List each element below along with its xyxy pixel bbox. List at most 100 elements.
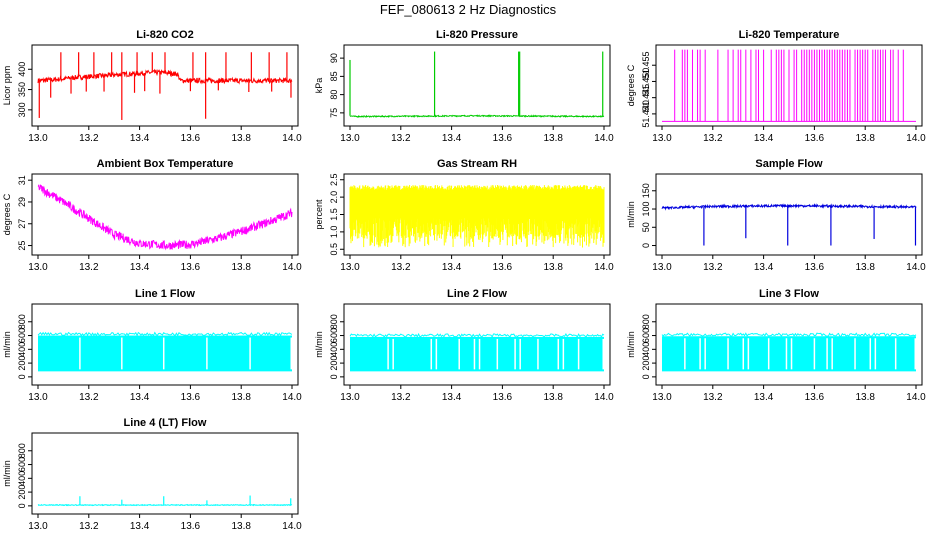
x-tick-label: 13.8 <box>855 392 875 403</box>
chart-title: Gas Stream RH <box>437 158 517 170</box>
x-tick-label: 13.6 <box>181 133 201 144</box>
series-group <box>349 184 605 248</box>
x-tick-label: 13.0 <box>28 133 48 144</box>
x-tick-label: 13.0 <box>340 133 360 144</box>
x-tick-label: 13.4 <box>442 392 462 403</box>
series-group <box>37 52 293 120</box>
y-tick-label: 600 <box>641 328 651 343</box>
plot-frame <box>31 303 299 386</box>
x-tick-label: 13.6 <box>493 392 513 403</box>
panel-licor-pressure: Li-820 Pressure 13.0 13.2 13.4 13.6 13.8 14.0 7… <box>314 29 614 144</box>
y-tick-label: 200 <box>17 485 27 500</box>
y-tick-label: 90 <box>329 53 339 63</box>
y-tick-label: 0 <box>17 503 27 508</box>
x-tick-label: 13.8 <box>543 262 563 273</box>
y-axis-label: ml/min <box>314 331 324 358</box>
panel-line-4-flow: Line 4 (LT) Flow 13.0 13.2 13.4 13.6 13.8 14.0… <box>2 417 302 532</box>
x-tick-label: 13.8 <box>231 392 251 403</box>
flow-band <box>662 336 916 372</box>
x-tick-label: 13.6 <box>805 262 825 273</box>
x-tick-label: 14.0 <box>906 133 926 144</box>
x-tick-label: 14.0 <box>594 262 614 273</box>
x-tick-label: 13.4 <box>130 521 150 532</box>
y-tick-label: 800 <box>17 443 27 458</box>
chart-title: Line 4 (LT) Flow <box>124 417 207 429</box>
y-tick-label: 100 <box>641 202 651 217</box>
y-axis-label: degrees C <box>2 193 12 235</box>
x-tick-label: 13.2 <box>79 262 99 273</box>
panel-licor-co2: Li-820 CO2 13.0 13.2 13.4 13.6 13.8 14.0 300 350… <box>2 29 302 144</box>
x-tick-label: 13.2 <box>79 521 99 532</box>
series-group <box>349 332 605 372</box>
y-tick-label: 400 <box>641 342 651 357</box>
y-axis-label: ml/min <box>2 331 12 358</box>
flow-band-edge <box>37 331 293 337</box>
plot-frame <box>31 432 299 515</box>
x-tick-label: 13.6 <box>181 262 201 273</box>
x-tick-label: 13.8 <box>231 133 251 144</box>
plot-frame <box>655 44 923 127</box>
y-axis-label: percent <box>314 199 324 230</box>
y-tick-label: 600 <box>329 328 339 343</box>
x-tick-label: 13.4 <box>130 392 150 403</box>
y-tick-label: 200 <box>329 356 339 371</box>
x-tick-label: 13.4 <box>130 262 150 273</box>
y-tick-label: 0 <box>17 374 27 379</box>
chart-title: Ambient Box Temperature <box>97 158 234 170</box>
x-tick-label: 14.0 <box>594 392 614 403</box>
x-tick-label: 13.0 <box>652 262 672 273</box>
x-tick-label: 13.0 <box>652 392 672 403</box>
y-tick-label: 1.0 <box>329 226 339 239</box>
flow-band <box>38 335 292 372</box>
x-tick-label: 13.2 <box>391 133 411 144</box>
x-tick-label: 13.2 <box>391 262 411 273</box>
y-axis-label: ml/min <box>626 201 636 228</box>
x-tick-label: 13.8 <box>231 262 251 273</box>
y-axis-label: degrees C <box>626 64 636 106</box>
plot-frame <box>343 44 611 127</box>
series-line <box>661 203 917 211</box>
x-tick-label: 13.4 <box>442 262 462 273</box>
y-tick-label: 600 <box>17 328 27 343</box>
y-tick-label: 51.455 <box>641 51 651 79</box>
y-axis-label: ml/min <box>2 460 12 487</box>
chart-title: Li-820 Temperature <box>739 29 840 41</box>
x-tick-label: 13.8 <box>543 392 563 403</box>
x-tick-label: 13.6 <box>493 262 513 273</box>
chart-title: Sample Flow <box>755 158 823 170</box>
y-tick-label: 200 <box>17 356 27 371</box>
x-tick-label: 13.0 <box>28 392 48 403</box>
y-tick-label: 2.0 <box>329 191 339 204</box>
panel-line-2-flow: Line 2 Flow 13.0 13.2 13.4 13.6 13.8 14.0 0 2004… <box>314 288 614 403</box>
series-group <box>661 203 917 246</box>
y-tick-label: 51.445 <box>641 84 651 112</box>
series-group <box>37 495 293 507</box>
y-tick-label: 2.5 <box>329 173 339 186</box>
x-tick-label: 13.4 <box>442 133 462 144</box>
series-line <box>37 184 293 251</box>
y-tick-label: 0 <box>641 374 651 379</box>
panel-line-1-flow: Line 1 Flow 13.0 13.2 13.4 13.6 13.8 14.0 0 2004… <box>2 288 302 403</box>
x-tick-label: 14.0 <box>906 262 926 273</box>
plot-frame <box>343 303 611 386</box>
x-tick-label: 13.4 <box>754 262 774 273</box>
x-tick-label: 13.2 <box>79 392 99 403</box>
chart-title: Line 1 Flow <box>135 288 195 300</box>
x-tick-label: 13.0 <box>28 262 48 273</box>
x-tick-label: 13.4 <box>754 392 774 403</box>
x-tick-label: 13.6 <box>805 392 825 403</box>
y-tick-label: 29 <box>17 197 27 207</box>
flow-band <box>350 336 604 372</box>
y-tick-label: 0.5 <box>329 243 339 256</box>
flow-band-edge <box>661 332 917 338</box>
chart-title: Li-820 CO2 <box>136 29 193 41</box>
x-tick-label: 13.4 <box>754 133 774 144</box>
figure-title: FEF_080613 2 Hz Diagnostics <box>379 2 557 17</box>
x-tick-label: 14.0 <box>282 262 302 273</box>
x-tick-label: 13.6 <box>181 392 201 403</box>
chart-title: Line 3 Flow <box>759 288 819 300</box>
y-tick-label: 27 <box>17 219 27 229</box>
y-tick-label: 400 <box>17 471 27 486</box>
plot-frame <box>31 44 299 127</box>
